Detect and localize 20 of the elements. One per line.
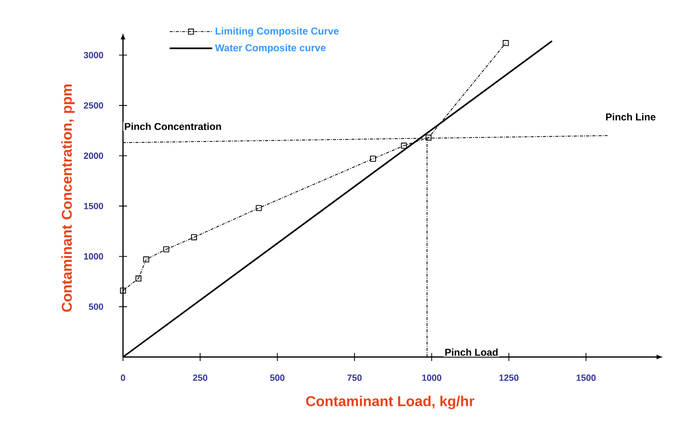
x-tick-label: 1000 (422, 374, 442, 381)
y-tick-label: 3000 (84, 52, 104, 58)
y-tick-label: 2000 (84, 152, 104, 159)
y-tick-label: 500 (88, 304, 104, 310)
legend-label: Limiting Composite Curve (216, 27, 339, 37)
x-axis-title: Contaminant Load, kg/hr (306, 396, 474, 410)
annotation: Pinch Line (606, 113, 656, 120)
y-tick-label: 2500 (84, 102, 104, 109)
x-tick-label: 250 (193, 374, 208, 381)
x-tick-label: 1500 (576, 374, 596, 381)
x-tick-label: 1250 (499, 374, 518, 381)
x-tick-label: 500 (270, 374, 284, 381)
y-tick-label: 1500 (84, 202, 104, 210)
y-tick-label: 1000 (84, 253, 104, 260)
annotation: Pinch Concentration (124, 122, 221, 130)
x-tick-label: 0 (120, 374, 126, 381)
annotation: Pinch Load (445, 348, 498, 356)
y-axis-title: Contaminant Concentration, ppm (61, 84, 75, 312)
x-tick-label: 750 (347, 374, 362, 381)
legend-label: Water Composite curve (215, 44, 326, 54)
